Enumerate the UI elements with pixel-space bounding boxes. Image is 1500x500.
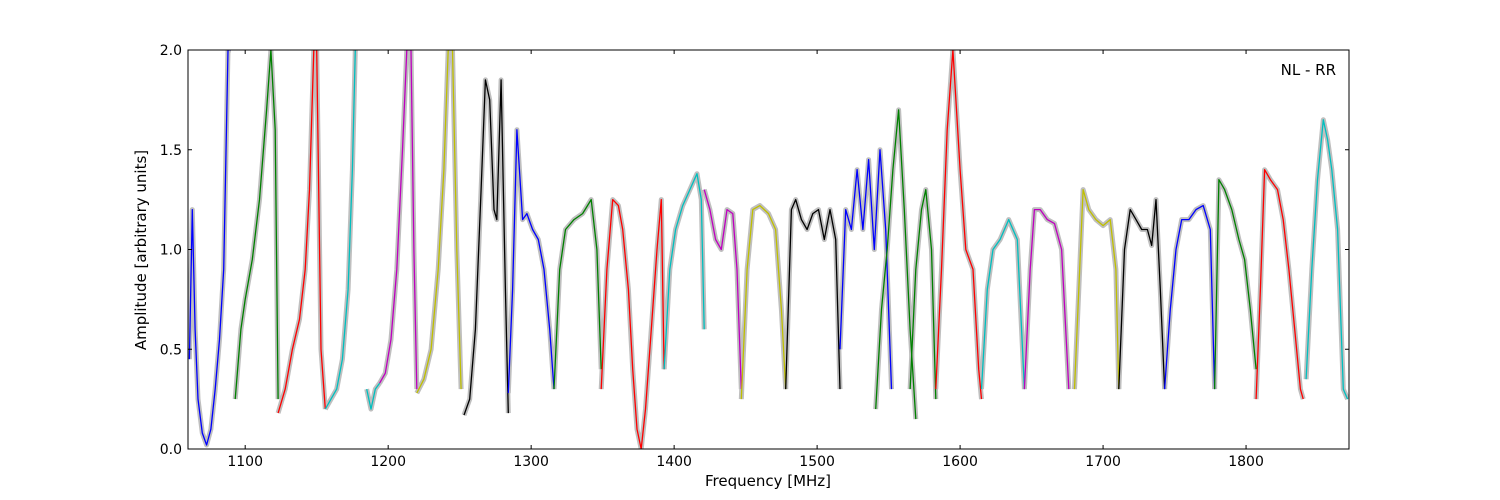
x-tick-label-1800: 1800 [1228, 454, 1264, 470]
series-segment-23 [1118, 198, 1166, 390]
series-segment-16 [839, 149, 893, 390]
series-segment-13 [703, 189, 742, 390]
series-segment-17 [875, 109, 917, 420]
series-segment-27 [1305, 119, 1349, 400]
series-segment-4 [324, 50, 356, 410]
x-tick-label-1600: 1600 [942, 454, 978, 470]
axis-ticks: 1100 1200 1300 1400 1500 1600 1700 1800 0.0 0.5 1.… [160, 43, 1349, 470]
y-axis-label: Amplitude [arbitrary units] [132, 150, 150, 350]
y-tick-label-1: 1.0 [160, 243, 182, 259]
y-tick-label-2: 2.0 [160, 43, 182, 59]
series-segment-20 [980, 218, 1026, 390]
series-segment-8 [463, 79, 509, 416]
series-segment-11 [600, 198, 665, 449]
series-segment-14 [740, 204, 787, 400]
x-tick-label-1200: 1200 [370, 454, 406, 470]
series-segment-12 [663, 173, 705, 370]
series-segment-19 [935, 50, 983, 400]
series-segment-5 [366, 382, 381, 410]
series-segment-26 [1255, 169, 1304, 400]
series-segment-2 [234, 50, 279, 400]
series-segment-15 [785, 198, 841, 390]
series-segment-25 [1213, 179, 1257, 390]
series-segment-7 [416, 50, 462, 394]
x-tick-label-1300: 1300 [513, 454, 549, 470]
series-segment-10 [553, 198, 602, 390]
x-tick-label-1400: 1400 [656, 454, 692, 470]
annotation-label: NL - RR [1281, 61, 1336, 79]
y-tick-label-0: 0.0 [160, 442, 182, 458]
series-segment-22 [1073, 188, 1120, 390]
series-segment-21 [1023, 208, 1070, 390]
series-segment-1 [188, 50, 231, 446]
series-segment-18 [909, 188, 937, 400]
series-segment-9 [507, 129, 555, 394]
series-segment-6 [379, 50, 418, 390]
x-tick-label-1500: 1500 [799, 454, 835, 470]
series-segment-3 [277, 50, 326, 414]
series-segment-24 [1163, 204, 1216, 390]
x-axis-label: Frequency [MHz] [705, 472, 831, 490]
x-tick-label-1100: 1100 [227, 454, 263, 470]
y-tick-label-0-5: 0.5 [160, 342, 182, 358]
series-layer [188, 50, 1349, 449]
y-tick-label-1-5: 1.5 [160, 143, 182, 159]
x-tick-label-1700: 1700 [1085, 454, 1121, 470]
